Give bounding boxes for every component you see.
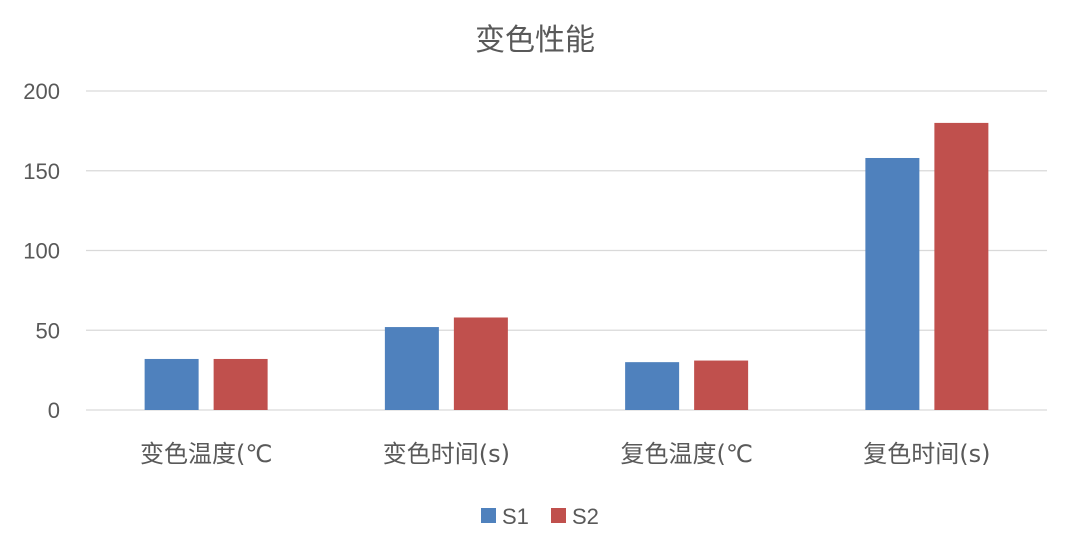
bars xyxy=(144,122,989,411)
legend-label-s1: S1 xyxy=(502,504,529,529)
x-axis-categories: 变色温度(℃ 变色时间(s) 复色温度(℃ 复色时间(s) xyxy=(140,440,991,468)
category-label-1: 变色时间(s) xyxy=(383,440,510,468)
category-label-2: 复色温度(℃ xyxy=(620,440,752,468)
chart-title: 变色性能 xyxy=(475,23,595,58)
bar-s1-1 xyxy=(384,327,439,410)
y-tick-label-150: 150 xyxy=(23,159,60,184)
bar-s2-3 xyxy=(934,122,989,411)
category-label-0: 变色温度(℃ xyxy=(140,440,272,468)
bar-s1-3 xyxy=(865,157,920,410)
y-axis-ticks: 0 50 100 150 200 xyxy=(23,79,60,423)
legend-swatch-s1 xyxy=(481,508,496,523)
y-tick-label-100: 100 xyxy=(23,239,60,264)
y-tick-label-0: 0 xyxy=(48,398,60,423)
bar-s1-0 xyxy=(144,358,199,410)
bar-s2-1 xyxy=(453,317,508,410)
bar-s2-2 xyxy=(694,360,749,410)
legend-swatch-s2 xyxy=(551,508,566,523)
y-tick-label-200: 200 xyxy=(23,79,60,104)
bar-s2-0 xyxy=(213,358,268,410)
y-tick-label-50: 50 xyxy=(36,318,60,343)
category-label-3: 复色时间(s) xyxy=(863,440,990,468)
legend: S1 S2 xyxy=(481,504,599,529)
bar-s1-2 xyxy=(625,362,680,410)
legend-label-s2: S2 xyxy=(572,504,599,529)
